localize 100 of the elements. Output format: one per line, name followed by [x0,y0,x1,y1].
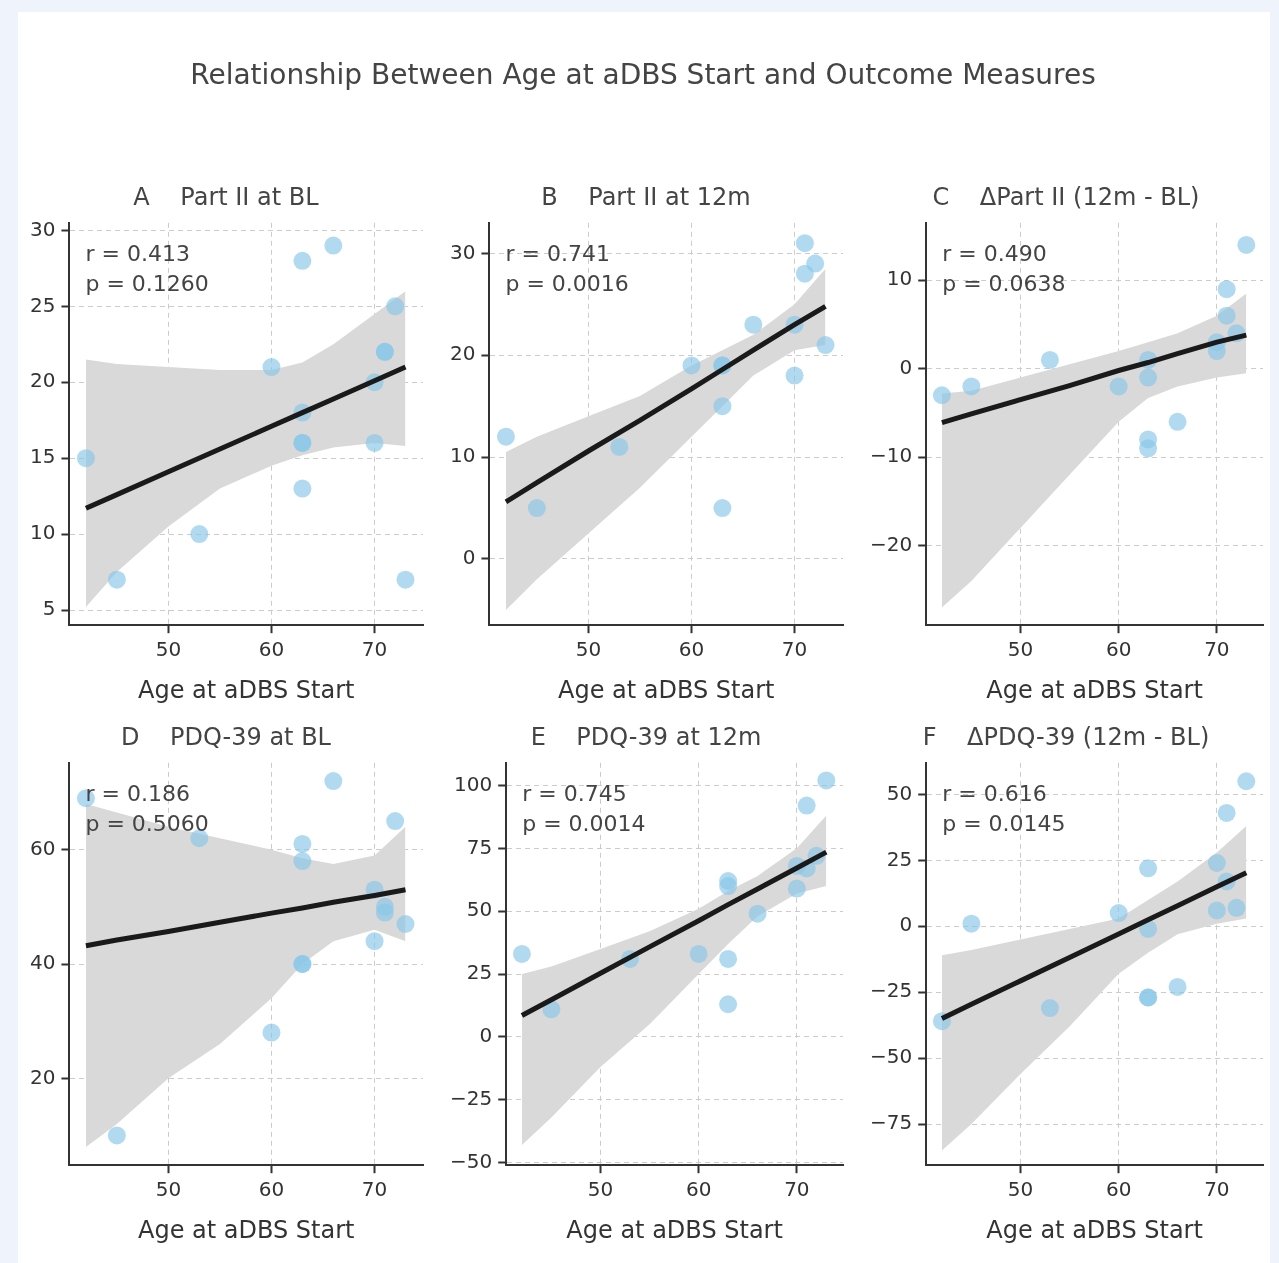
point [262,1023,281,1042]
y-tick-label: −75 [869,1110,913,1135]
point [682,356,701,375]
chart-title: C ΔPart II (12m - BL) [932,182,1200,211]
annotation: p = 0.0145 [942,810,1066,836]
point [293,834,312,853]
y-tick-label: 0 [462,545,476,570]
y-tick-label: −50 [869,1044,913,1069]
point [1237,772,1256,791]
point [107,1126,126,1145]
point [496,427,515,446]
chart-title: B Part II at 12m [541,182,751,211]
point [806,254,825,273]
y-tick-label: 10 [886,266,913,291]
y-tick-label: 0 [479,1023,493,1048]
point [396,914,415,933]
point [689,944,708,963]
point [1139,439,1158,458]
point [748,904,767,923]
text: Relationship Between Age at aDBS Start and Outcome Measures [189,58,1097,91]
point [1227,898,1246,917]
point [795,264,814,283]
point [1207,901,1226,920]
point [719,949,738,968]
x-tick-label: 60 [258,1177,285,1202]
point [324,236,343,255]
point [262,358,281,377]
point [1109,377,1128,396]
x-axis-title: Age at aDBS Start [557,675,775,704]
y-tick-label: 20 [450,341,476,366]
x-tick-label: 50 [587,1177,614,1202]
x-tick-label: 50 [1007,1177,1034,1202]
point [1168,977,1187,996]
y-tick-label: −10 [869,443,913,468]
annotation: p = 0.0014 [522,810,646,836]
point [1139,859,1158,878]
y-tick-label: 40 [30,950,56,975]
annotation: p = 0.5060 [85,810,209,836]
y-tick-label: 50 [886,780,913,805]
x-tick-label: 60 [1105,1177,1132,1202]
annotation: r = 0.490 [942,240,1047,266]
x-tick-label: 60 [678,637,705,662]
point [76,449,95,468]
x-tick-label: 60 [685,1177,712,1202]
point [512,944,531,963]
point [797,796,816,815]
point [816,336,835,355]
x-axis-title: Age at aDBS Start [137,1215,355,1244]
point [190,829,209,848]
annotation: r = 0.413 [85,240,190,266]
point [1217,306,1236,325]
y-tick-label: 5 [42,596,56,621]
y-tick-label: 10 [30,520,56,545]
point [386,812,405,831]
point [396,570,415,589]
x-tick-label: 70 [1204,1177,1230,1202]
y-tick-label: 100 [454,771,493,796]
point [324,772,343,791]
x-tick-label: 50 [155,637,182,662]
y-tick-label: 60 [30,835,56,860]
point [386,297,405,316]
y-tick-label: 10 [450,443,476,468]
point [744,315,763,334]
point [1237,235,1256,254]
point [817,771,836,790]
point [785,366,804,385]
annotation: p = 0.0638 [942,270,1066,296]
x-axis-title: Age at aDBS Start [986,675,1203,704]
y-tick-label: 75 [466,834,493,859]
point [1139,368,1158,387]
point [932,386,951,405]
y-tick-label: 0 [899,912,913,937]
y-tick-label: −25 [449,1086,493,1111]
y-tick-label: 20 [30,368,56,393]
point [1217,280,1236,299]
point [795,234,814,253]
y-tick-label: 30 [30,216,56,241]
x-tick-label: 60 [258,637,285,662]
y-tick-label: 30 [450,239,476,264]
point [1040,350,1059,369]
x-tick-label: 70 [361,1177,388,1202]
point [719,995,738,1014]
annotation: r = 0.745 [522,780,627,806]
chart-title: E PDQ-39 at 12m [530,722,762,751]
annotation: r = 0.186 [85,780,190,806]
x-axis-title: Age at aDBS Start [986,1215,1203,1244]
point [1040,999,1059,1018]
point [190,525,209,544]
x-tick-label: 50 [575,637,602,662]
point [375,903,394,922]
y-tick-label: −50 [449,1148,493,1173]
x-tick-label: 60 [1105,637,1132,662]
point [787,879,806,898]
annotation: p = 0.1260 [85,270,209,296]
point [293,479,312,498]
point [610,437,629,456]
point [719,877,738,896]
annotation: r = 0.616 [942,780,1047,806]
x-tick-label: 70 [781,637,808,662]
y-tick-label: 25 [466,960,493,985]
